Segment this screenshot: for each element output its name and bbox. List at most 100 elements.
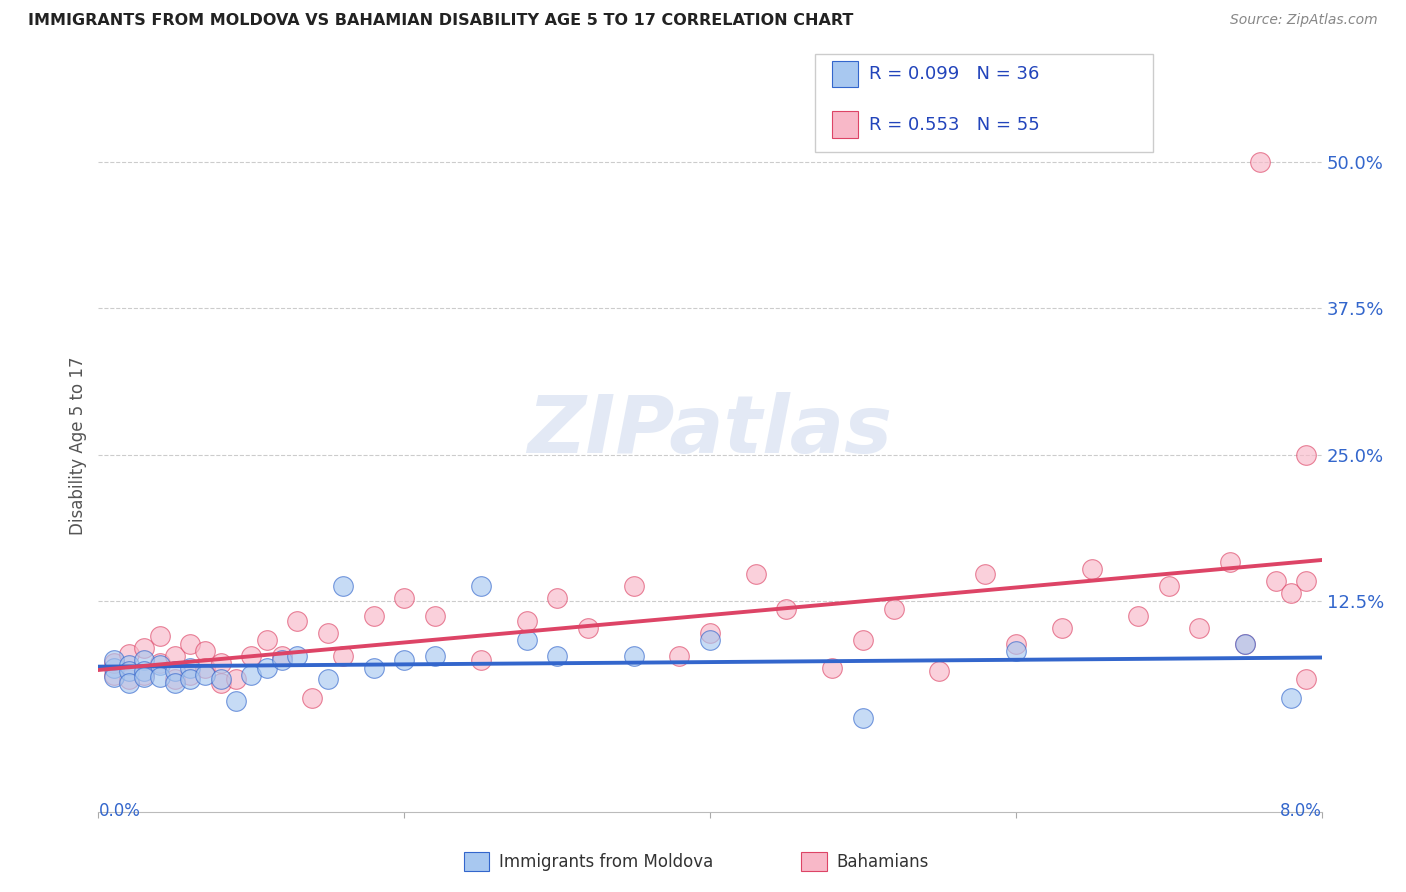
Point [179,667,201,681]
Point [179,637,201,651]
Point [576,621,599,635]
Point [332,649,354,664]
Point [225,673,247,687]
Point [209,673,232,687]
Point [179,673,201,687]
Point [699,632,721,647]
Point [163,649,186,664]
Point [1050,621,1073,635]
Point [392,591,416,605]
Text: IMMIGRANTS FROM MOLDOVA VS BAHAMIAN DISABILITY AGE 5 TO 17 CORRELATION CHART: IMMIGRANTS FROM MOLDOVA VS BAHAMIAN DISA… [28,13,853,29]
Point [516,614,538,628]
Text: 8.0%: 8.0% [1279,803,1322,821]
Point [301,691,323,706]
Point [149,656,172,670]
Point [392,652,416,666]
Point [316,673,339,687]
Point [194,667,217,681]
Point [821,661,844,675]
Point [470,652,492,666]
Point [1279,586,1302,600]
Text: Bahamians: Bahamians [837,853,929,871]
Point [1295,673,1317,687]
Point [285,649,308,664]
Point [163,673,186,687]
Point [775,602,797,616]
Point [852,632,875,647]
Point [149,658,172,673]
Point [699,625,721,640]
Point [149,670,172,684]
Point [423,609,446,624]
Text: 0.0%: 0.0% [98,803,141,821]
Point [103,652,125,666]
Point [470,579,492,593]
Point [209,656,232,670]
Text: ZIPatlas: ZIPatlas [527,392,893,470]
Point [240,667,263,681]
Point [209,676,232,690]
Point [1157,579,1180,593]
Point [332,579,354,593]
Point [1295,574,1317,589]
Point [1081,562,1104,576]
Point [163,665,186,679]
Point [103,667,125,681]
Point [363,609,385,624]
Point [163,676,186,690]
Point [1249,155,1271,169]
Point [546,591,568,605]
Point [194,644,217,658]
Point [928,665,950,679]
Point [134,652,156,666]
Point [316,625,339,640]
Point [852,711,875,725]
Point [103,656,125,670]
Point [883,602,905,616]
Point [103,670,125,684]
Point [134,670,156,684]
Point [118,673,141,687]
Y-axis label: Disability Age 5 to 17: Disability Age 5 to 17 [69,357,87,535]
Point [363,661,385,675]
Point [1234,637,1257,651]
Point [1264,574,1286,589]
Point [256,661,278,675]
Point [623,579,645,593]
Text: Source: ZipAtlas.com: Source: ZipAtlas.com [1230,13,1378,28]
Point [225,693,247,707]
Point [134,665,156,679]
Point [179,661,201,675]
Text: R = 0.553   N = 55: R = 0.553 N = 55 [869,116,1039,134]
Point [1219,556,1241,570]
Point [1128,609,1150,624]
Point [134,667,156,681]
Point [134,640,156,655]
Point [240,649,263,664]
Point [546,649,568,664]
Point [1279,691,1302,706]
Point [1295,448,1317,462]
Point [1188,621,1211,635]
Point [668,649,690,664]
Point [118,647,141,661]
Point [256,632,278,647]
Point [974,567,997,582]
Point [149,629,172,643]
Text: R = 0.099   N = 36: R = 0.099 N = 36 [869,65,1039,83]
Point [1234,637,1257,651]
Point [270,652,294,666]
Point [194,661,217,675]
Point [1004,644,1026,658]
Point [103,661,125,675]
Point [423,649,446,664]
Point [270,649,294,664]
Point [516,632,538,647]
Text: Immigrants from Moldova: Immigrants from Moldova [499,853,713,871]
Point [745,567,768,582]
Point [118,665,141,679]
Point [118,658,141,673]
Point [285,614,308,628]
Point [623,649,645,664]
Point [1004,637,1026,651]
